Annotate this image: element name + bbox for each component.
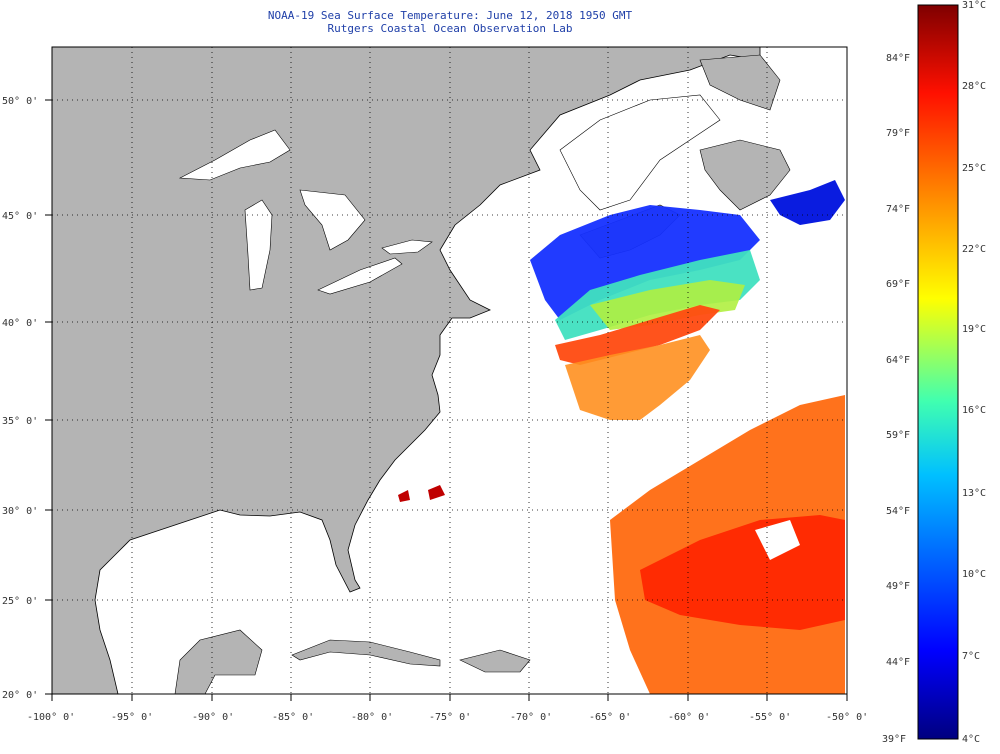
lon-label: -70° 0' [510, 712, 552, 723]
lon-label: -55° 0' [749, 712, 791, 723]
gulf-st-lawrence [559, 94, 721, 211]
sst-cold-gulf-of-maine [530, 205, 760, 320]
celsius-label: 4°C [962, 734, 981, 745]
map-subtitle: Rutgers Coastal Ocean Observation Lab [327, 22, 573, 35]
fahrenheit-label: 39°F [882, 734, 907, 745]
sst-mid-shelf [590, 280, 745, 330]
lat-label: 45° 0' [2, 211, 38, 222]
lon-label: -100° 0' [27, 712, 75, 723]
sst-sargasso-north [565, 335, 710, 420]
fahrenheit-label: 59°F [886, 430, 911, 441]
lon-label: -95° 0' [111, 712, 153, 723]
land-newfoundland [699, 139, 791, 211]
celsius-label: 28°C [962, 81, 987, 92]
map-title: NOAA-19 Sea Surface Temperature: June 12… [267, 9, 633, 22]
celsius-label: 10°C [962, 569, 987, 580]
sst-cloud-gap [755, 520, 800, 560]
colorbar [917, 4, 959, 740]
celsius-label: 22°C [962, 244, 987, 255]
land-cuba [291, 639, 441, 667]
lat-label: 30° 0' [2, 506, 38, 517]
sst-cold-newfoundland [770, 180, 845, 225]
fahrenheit-label: 54°F [886, 506, 911, 517]
lat-label: 40° 0' [2, 318, 38, 329]
celsius-label: 16°C [962, 405, 987, 416]
fahrenheit-label: 64°F [886, 355, 911, 366]
lon-label: -50° 0' [826, 712, 868, 723]
sst-gulf-stream [555, 305, 720, 365]
fahrenheit-label: 69°F [886, 279, 911, 290]
lake-ontario [381, 239, 433, 255]
lake-michigan [244, 199, 273, 291]
land-labrador [699, 54, 781, 111]
lon-label: -60° 0' [668, 712, 710, 723]
lake-erie [317, 257, 403, 295]
land-hispaniola [459, 649, 531, 673]
lake-huron [299, 189, 366, 251]
land-yucatan [174, 629, 263, 694]
lake-superior [178, 129, 291, 181]
celsius-label: 31°C [962, 0, 987, 11]
lat-labels: 20° 0' 25° 0' 30° 0' 35° 0' 40° 0' 45° 0… [2, 96, 38, 701]
celsius-label: 19°C [962, 324, 987, 335]
fahrenheit-label: 49°F [886, 581, 911, 592]
celsius-label: 7°C [962, 651, 981, 662]
axis-ticks [45, 99, 848, 701]
lon-label: -80° 0' [351, 712, 393, 723]
lat-label: 20° 0' [2, 690, 38, 701]
lon-label: -75° 0' [429, 712, 471, 723]
celsius-label: 13°C [962, 488, 987, 499]
lat-label: 50° 0' [2, 96, 38, 107]
fahrenheit-label: 79°F [886, 128, 911, 139]
lat-label: 35° 0' [2, 416, 38, 427]
lon-label: -90° 0' [192, 712, 234, 723]
fahrenheit-label: 44°F [886, 657, 911, 668]
lon-labels: -100° 0' -95° 0' -90° 0' -85° 0' -80° 0'… [27, 712, 868, 723]
lon-label: -85° 0' [272, 712, 314, 723]
celsius-label: 25°C [962, 163, 987, 174]
lon-label: -65° 0' [589, 712, 631, 723]
fahrenheit-label: 74°F [886, 204, 911, 215]
land-north-america [52, 47, 761, 694]
lat-label: 25° 0' [2, 596, 38, 607]
fahrenheit-label: 84°F [886, 53, 911, 64]
sst-small-patch [398, 485, 445, 502]
